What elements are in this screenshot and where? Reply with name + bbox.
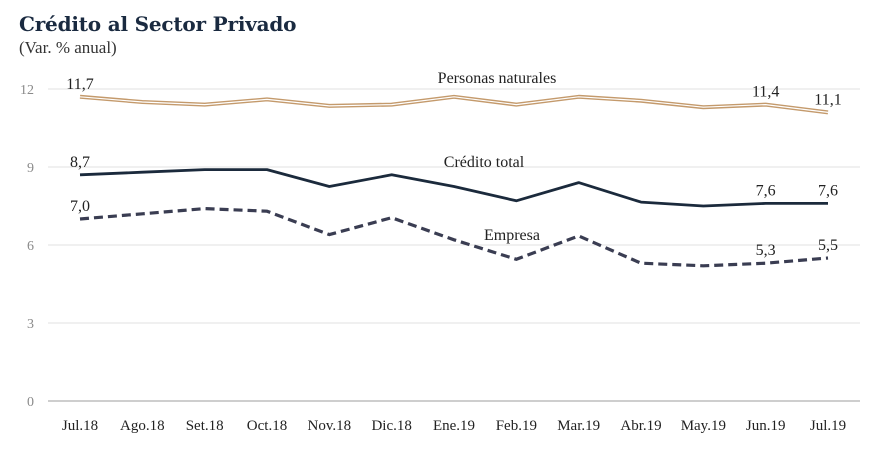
series-lines <box>79 94 829 268</box>
data-label: 8,7 <box>70 154 90 171</box>
x-tick-label: Mar.19 <box>557 418 600 434</box>
y-axis: 0 3 6 9 12 <box>20 83 34 410</box>
y-tick-label: 6 <box>27 239 34 254</box>
data-label: 11,4 <box>752 84 779 101</box>
x-tick-label: Nov.18 <box>308 418 352 434</box>
y-tick-label: 12 <box>20 83 34 98</box>
y-tick-label: 0 <box>27 395 34 410</box>
x-tick-label: Ene.19 <box>433 418 475 434</box>
series-line-cr-dito-total <box>79 168 828 208</box>
x-tick-label: Jul.18 <box>62 418 98 434</box>
data-label: 7,0 <box>70 198 90 215</box>
data-label: 5,5 <box>818 237 838 254</box>
y-tick-label: 3 <box>27 317 34 332</box>
data-label: 11,1 <box>814 91 841 108</box>
series-line-empresa <box>79 206 829 268</box>
gridlines <box>48 88 860 402</box>
chart-title: Crédito al Sector Privado <box>19 12 297 36</box>
data-label: 7,6 <box>818 182 838 199</box>
x-tick-label: Jun.19 <box>746 418 786 434</box>
series-name-label: Empresa <box>484 227 540 244</box>
series-name-label: Personas naturales <box>438 70 557 87</box>
x-tick-label: Abr.19 <box>620 418 661 434</box>
x-tick-label: Oct.18 <box>247 418 287 434</box>
x-tick-label: Dic.18 <box>371 418 411 434</box>
x-axis: Jul.18 Ago.18 Set.18 Oct.18 Nov.18 Dic.18 Ene.… <box>62 418 846 434</box>
data-label: 11,7 <box>66 76 93 93</box>
chart-subtitle: (Var. % anual) <box>19 38 117 57</box>
data-labels: 11,7 11,4 11,1 8,7 7,6 7,6 7,0 5,3 5,5 Personas n… <box>66 70 841 259</box>
x-tick-label: Set.18 <box>186 418 224 434</box>
x-tick-label: Ago.18 <box>120 418 165 434</box>
series-line-personas-naturales-inner <box>79 96 829 113</box>
data-label: 7,6 <box>756 182 776 199</box>
x-tick-label: May.19 <box>681 418 726 434</box>
y-tick-label: 9 <box>27 161 34 176</box>
x-tick-label: Feb.19 <box>496 418 537 434</box>
x-tick-label: Jul.19 <box>810 418 846 434</box>
data-label: 5,3 <box>756 242 776 259</box>
series-name-label: Crédito total <box>444 154 525 171</box>
